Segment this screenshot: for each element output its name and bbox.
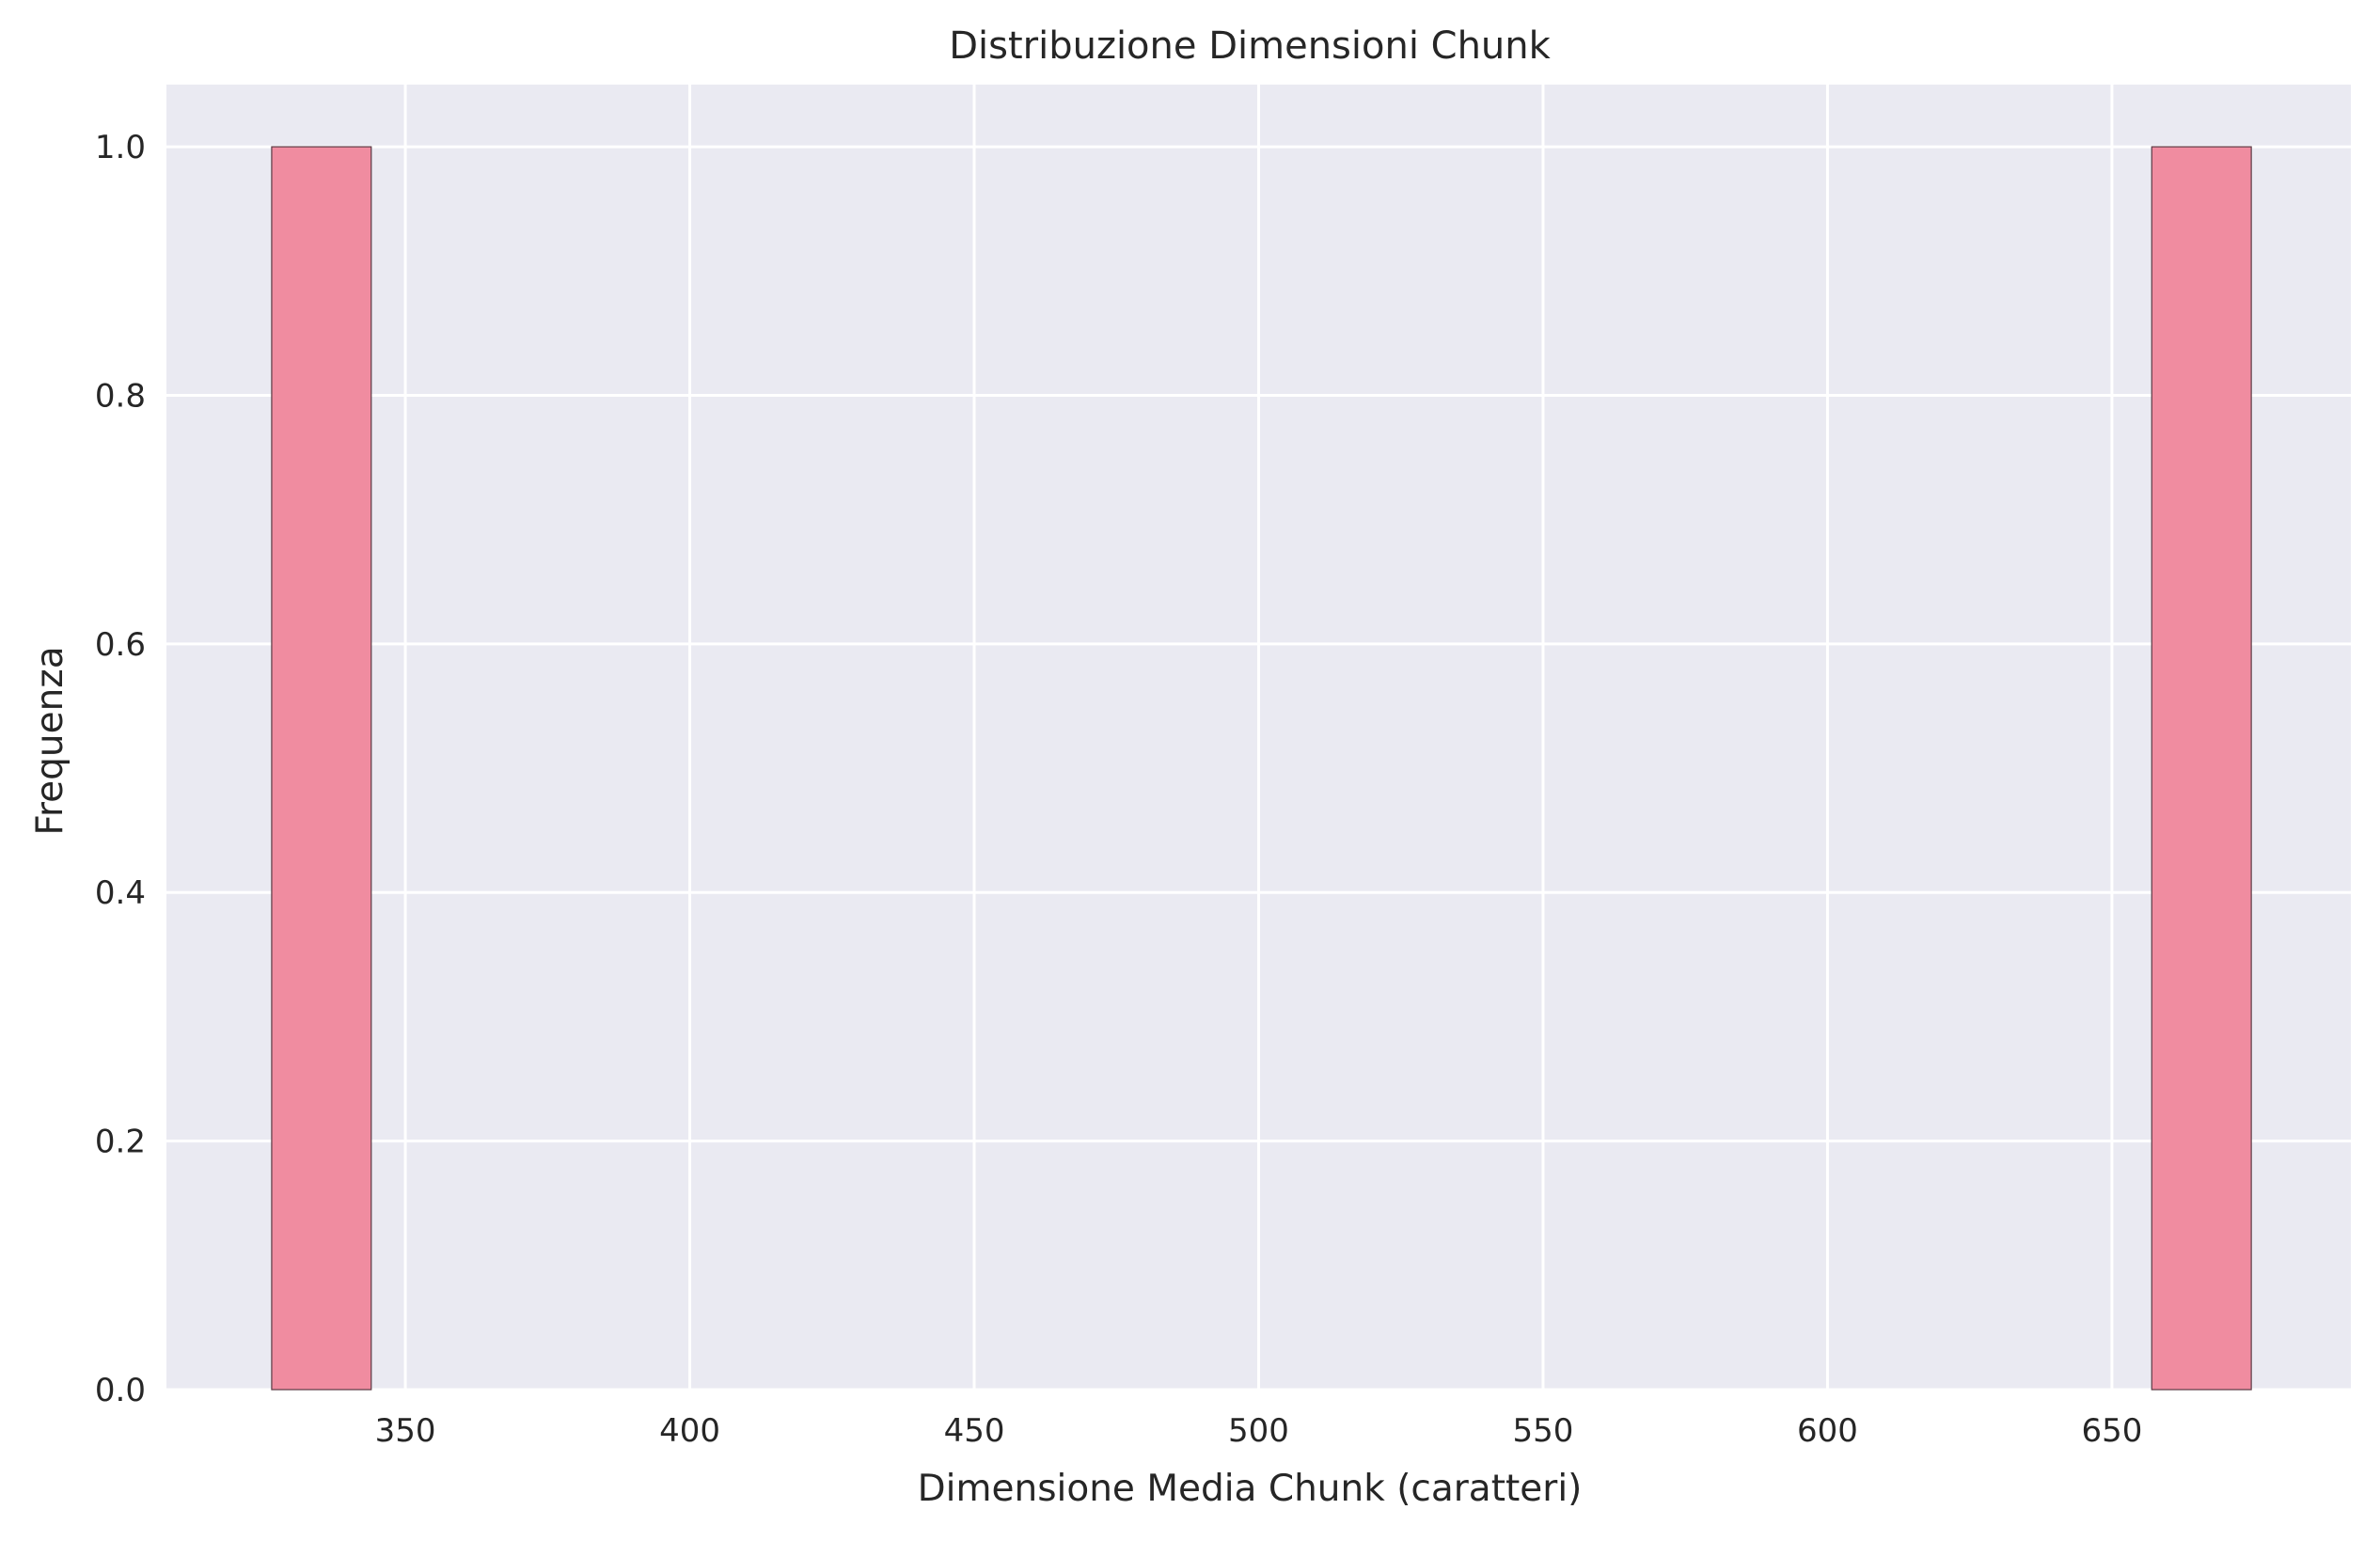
- y-tick-label: 0.0: [95, 1372, 146, 1409]
- grid-lines: [166, 85, 2351, 1392]
- x-tick-label: 650: [2081, 1412, 2142, 1450]
- histogram-bar: [2151, 146, 2252, 1391]
- histogram-bar: [271, 146, 372, 1391]
- x-tick-label: 450: [944, 1412, 1005, 1450]
- x-tick-label: 600: [1797, 1412, 1858, 1450]
- x-axis-label: Dimensione Media Chunk (caratteri): [918, 1468, 1583, 1510]
- x-tick-label: 400: [659, 1412, 720, 1450]
- x-tick-label: 350: [375, 1412, 436, 1450]
- y-tick-label: 0.2: [95, 1124, 146, 1161]
- y-axis-label: Frequenza: [29, 646, 71, 835]
- x-tick-label: 550: [1513, 1412, 1574, 1450]
- y-tick-label: 0.8: [95, 377, 146, 415]
- y-tick-label: 0.4: [95, 874, 146, 912]
- x-tick-label: 500: [1228, 1412, 1289, 1450]
- y-axis-ticks: 0.0 0.2 0.4 0.6 0.8 1.0: [95, 129, 146, 1409]
- y-tick-label: 0.6: [95, 626, 146, 664]
- x-axis-ticks: 350 400 450 500 550 600 650: [375, 1412, 2143, 1450]
- histogram-bars: [271, 146, 2252, 1391]
- chart-title: Distribuzione Dimensioni Chunk: [949, 24, 1551, 68]
- y-tick-label: 1.0: [95, 129, 146, 166]
